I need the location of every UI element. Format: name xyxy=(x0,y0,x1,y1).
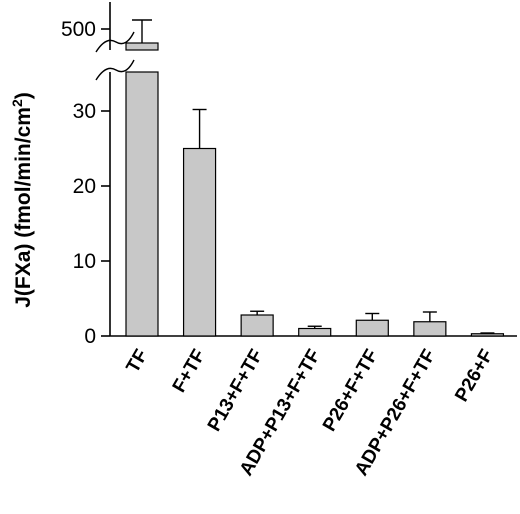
bar-1 xyxy=(182,147,217,337)
y-tick-label-0: 0 xyxy=(84,325,96,348)
x-tick-label-1: F+TF xyxy=(169,346,210,396)
axis-break-upper-mark xyxy=(95,31,135,53)
bars-group xyxy=(125,42,505,337)
x-tick-label-6: P26+F xyxy=(451,346,497,405)
y-tick-label-20: 20 xyxy=(73,175,96,198)
x-tick-label-4: P26+F+TF xyxy=(319,346,383,435)
bar-0-lower xyxy=(125,71,159,337)
bar-0-upper xyxy=(125,42,159,51)
y-axis: 0 10 20 30 500 xyxy=(61,2,135,348)
y-axis-label-superscript: 2 xyxy=(9,99,25,107)
bar-2 xyxy=(240,314,274,337)
y-axis-label: J(FXa) (fmol/min/cm2) xyxy=(9,92,35,308)
bar-3 xyxy=(298,327,332,337)
y-tick-label-10: 10 xyxy=(73,250,96,273)
bar-6 xyxy=(470,333,505,337)
category-labels: TF F+TFP13+F+TFADP+P13+F+TFP26+F+TFADP+P2… xyxy=(123,346,498,480)
y-tick-label-30: 30 xyxy=(73,100,96,123)
y-axis-label-close: ) xyxy=(12,92,35,99)
bar-5 xyxy=(413,321,447,337)
x-tick-label-2: P13+F+TF xyxy=(204,346,268,435)
error-bars-group xyxy=(132,19,495,334)
bar-4 xyxy=(355,319,389,337)
y-tick-label-upper: 500 xyxy=(61,18,96,41)
y-axis-label-main: J(FXa) (fmol/min/cm xyxy=(12,107,35,308)
axis-break-lower-mark xyxy=(95,59,135,81)
x-tick-label-0: TF xyxy=(123,346,153,377)
